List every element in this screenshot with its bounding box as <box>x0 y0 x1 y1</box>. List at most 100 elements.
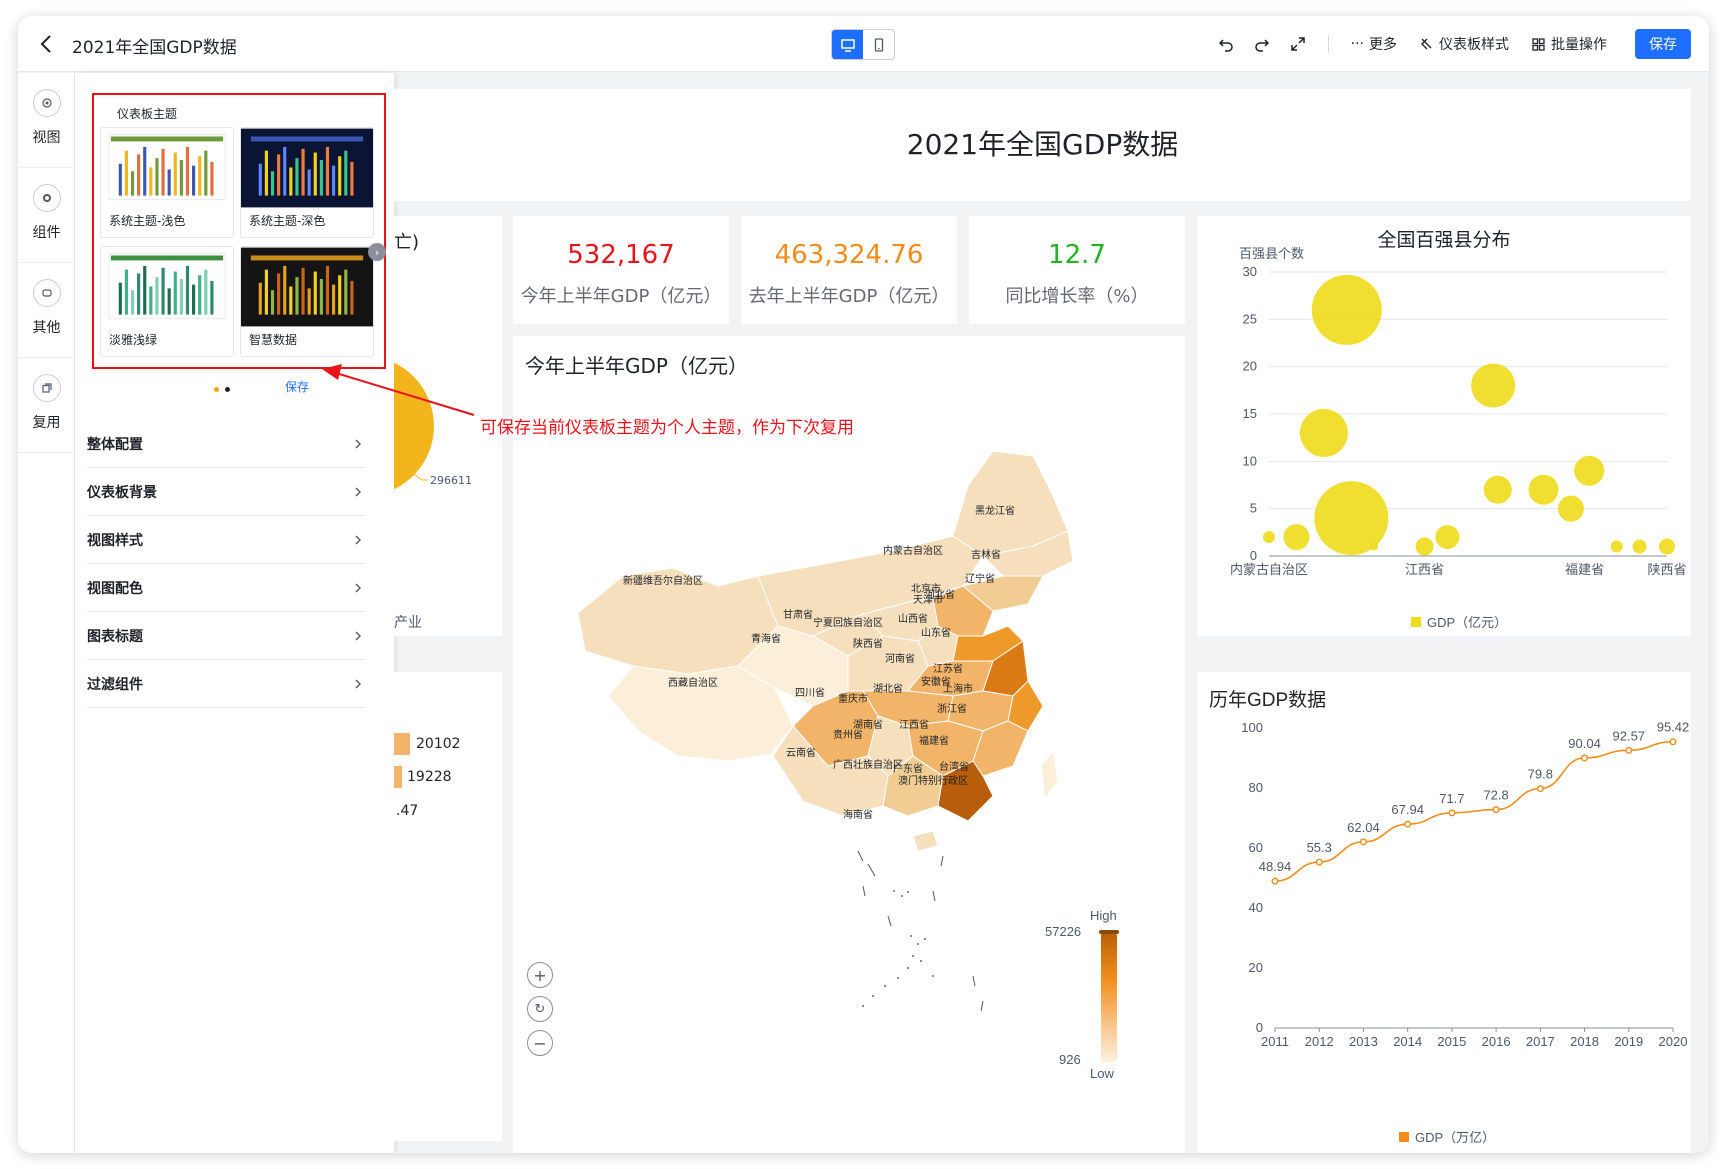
thumbnail-bar <box>143 146 147 196</box>
save-button[interactable]: 保存 <box>1635 29 1691 59</box>
pager-dot-2[interactable] <box>225 387 230 392</box>
kpi-card-this-year[interactable]: 532,167 今年上半年GDP（亿元） <box>513 216 729 324</box>
bubble-point[interactable] <box>1659 538 1675 555</box>
menu-label: 图表标题 <box>87 628 143 645</box>
menu-item-chart-title[interactable]: 图表标题 <box>87 612 365 660</box>
bubble-point[interactable] <box>1314 481 1389 556</box>
bubble-point[interactable] <box>1574 455 1605 486</box>
reset-zoom-icon[interactable]: ↻ <box>527 996 553 1022</box>
bubble-point[interactable] <box>1311 274 1382 345</box>
province-label: 上海市 <box>943 682 973 695</box>
historical-gdp-card[interactable]: 历年GDP数据 0 20 40 60 80 100 2011 2012 2013 2014 2015… <box>1197 672 1691 1153</box>
line-point[interactable] <box>1536 785 1544 793</box>
pager-dot-1[interactable] <box>214 387 219 392</box>
line-point[interactable] <box>1404 820 1412 828</box>
title-card[interactable]: 2021年全国GDP数据 <box>394 89 1691 201</box>
thumbnail-bar <box>325 265 330 315</box>
undo-button[interactable] <box>1208 29 1244 59</box>
bubble-point[interactable] <box>1283 524 1310 551</box>
theme-panel: 仪表板主题 系统主题-浅色 系统主题-深色 <box>75 73 394 1153</box>
x-tick-label: 江西省 <box>1405 562 1444 577</box>
y-tick-label: 25 <box>1243 311 1257 326</box>
bubble-point[interactable] <box>1557 495 1584 522</box>
more-button[interactable]: ··· 更多 <box>1351 34 1397 54</box>
line-point[interactable] <box>1625 746 1633 754</box>
bubble-point[interactable] <box>1471 363 1516 408</box>
kpi-value: 463,324.76 <box>774 240 924 270</box>
batch-operation-button[interactable]: 批量操作 <box>1531 34 1607 54</box>
line-point[interactable] <box>1448 809 1456 817</box>
legend-high-label: High <box>1090 908 1117 923</box>
rail-item-reuse[interactable]: 复用 <box>18 358 75 453</box>
carousel-next-icon[interactable]: › <box>368 243 386 261</box>
province-label: 江苏省 <box>933 662 963 675</box>
bubble-point[interactable] <box>1632 539 1647 554</box>
thumbnail-bar <box>277 154 281 196</box>
zoom-in-icon[interactable]: + <box>527 962 553 988</box>
bubble-point[interactable] <box>1483 475 1512 504</box>
rail-item-view[interactable]: 视图 <box>18 73 75 168</box>
menu-item-view-style[interactable]: 视图样式 <box>87 516 365 564</box>
theme-card-green[interactable]: 淡雅浅绿 <box>100 246 234 357</box>
line-point[interactable] <box>1271 877 1279 885</box>
theme-thumb-light <box>101 128 233 208</box>
gdp-map-card[interactable]: 今年上半年GDP（亿元） <box>513 336 1185 1153</box>
menu-item-overall[interactable]: 整体配置 <box>87 420 365 468</box>
bubble-point[interactable] <box>1528 474 1559 505</box>
zoom-out-icon[interactable]: − <box>527 1030 553 1056</box>
province-label: 贵州省 <box>833 728 863 741</box>
region-hainan <box>912 830 939 852</box>
menu-item-filter[interactable]: 过滤组件 <box>87 660 365 708</box>
kpi-card-last-year[interactable]: 463,324.76 去年上半年GDP（亿元） <box>741 216 957 324</box>
line-point[interactable] <box>1669 738 1677 746</box>
map-legend-handle[interactable] <box>1099 930 1119 934</box>
bar-value-2: 19228 <box>407 769 452 785</box>
redo-button[interactable] <box>1244 29 1280 59</box>
line-point[interactable] <box>1581 754 1589 762</box>
data-label: 55.3 <box>1307 840 1332 855</box>
back-arrow-icon[interactable] <box>36 33 58 55</box>
x-tick-label: 2016 <box>1482 1034 1511 1049</box>
theme-heading: 仪表板主题 <box>117 107 178 121</box>
menu-item-view-colors[interactable]: 视图配色 <box>87 564 365 612</box>
menu-item-background[interactable]: 仪表板背景 <box>87 468 365 516</box>
fullscreen-button[interactable] <box>1280 29 1316 59</box>
top100-counties-card[interactable]: 全国百强县分布 百强县个数 0 5 10 15 20 25 30 内蒙古自治区 江西省 福建省 陕西… <box>1197 216 1691 636</box>
thumbnail-bar <box>130 171 135 196</box>
bubble-point[interactable] <box>1299 408 1348 457</box>
dashboard-style-button[interactable]: 仪表板样式 <box>1419 34 1509 54</box>
thumbnail-bar <box>338 275 342 315</box>
province-label: 黑龙江省 <box>975 504 1015 517</box>
province-label: 天津市 <box>913 593 943 606</box>
y-tick-label: 5 <box>1250 501 1257 516</box>
bubble-point[interactable] <box>1370 542 1379 551</box>
theme-card-light[interactable]: 系统主题-浅色 <box>100 127 234 238</box>
industry-bar-card[interactable]: 20102 19228 .47 <box>394 672 502 1141</box>
theme-card-dark[interactable]: 系统主题-深色 <box>240 127 374 238</box>
bubble-point[interactable] <box>1263 531 1275 544</box>
bubble-point[interactable] <box>1610 540 1623 553</box>
thumbnail-bar <box>179 160 183 196</box>
bubble-point[interactable] <box>1435 525 1460 550</box>
province-label: 四川省 <box>795 686 825 699</box>
line-point[interactable] <box>1315 858 1323 866</box>
thumbnail-bar <box>137 273 141 315</box>
dashboard-canvas: 2021年全国GDP数据 亡) 296611 产业 20102 19228 .4… <box>394 73 1709 1153</box>
thumbnail-bar <box>204 269 208 315</box>
desktop-view-button[interactable] <box>832 30 863 59</box>
rail-item-component[interactable]: 组件 <box>18 168 75 263</box>
data-label: 95.42 <box>1657 720 1690 735</box>
line-point[interactable] <box>1359 838 1367 846</box>
save-theme-link[interactable]: 保存 <box>285 380 310 394</box>
rail-item-other[interactable]: 其他 <box>18 263 75 358</box>
mobile-view-button[interactable] <box>863 30 894 59</box>
reuse-icon <box>32 374 61 402</box>
theme-card-smart[interactable]: 智慧数据 <box>240 246 374 357</box>
province-label: 重庆市 <box>838 692 868 705</box>
more-icon: ··· <box>1350 36 1364 52</box>
bubble-point[interactable] <box>1415 537 1434 556</box>
line-point[interactable] <box>1492 806 1500 814</box>
kpi-card-growth[interactable]: 12.7 同比增长率（%） <box>969 216 1185 324</box>
province-label: 台湾省 <box>939 760 969 773</box>
y-tick-label: 20 <box>1249 960 1263 975</box>
